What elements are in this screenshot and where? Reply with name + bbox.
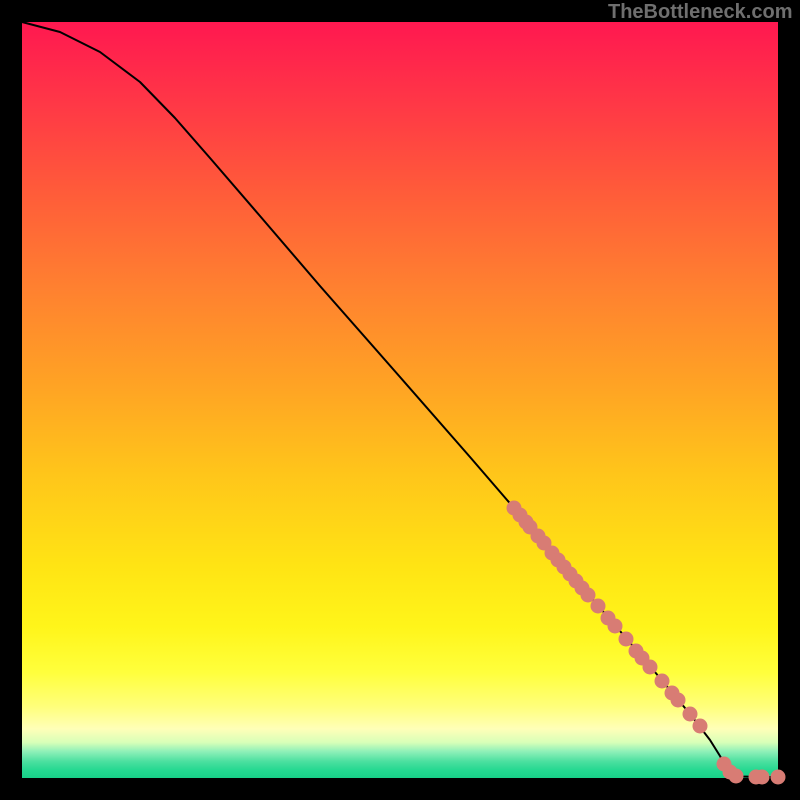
data-marker [693,719,708,734]
data-marker [619,632,634,647]
data-marker [729,769,744,784]
data-marker [683,707,698,722]
data-marker [591,599,606,614]
data-marker [671,693,686,708]
data-marker [643,660,658,675]
marker-group [507,501,786,785]
data-marker [755,770,770,785]
chart-overlay [0,0,800,800]
curve-line [22,22,778,777]
attribution-label: TheBottleneck.com [608,1,792,24]
data-marker [771,770,786,785]
data-marker [608,619,623,634]
data-marker [655,674,670,689]
